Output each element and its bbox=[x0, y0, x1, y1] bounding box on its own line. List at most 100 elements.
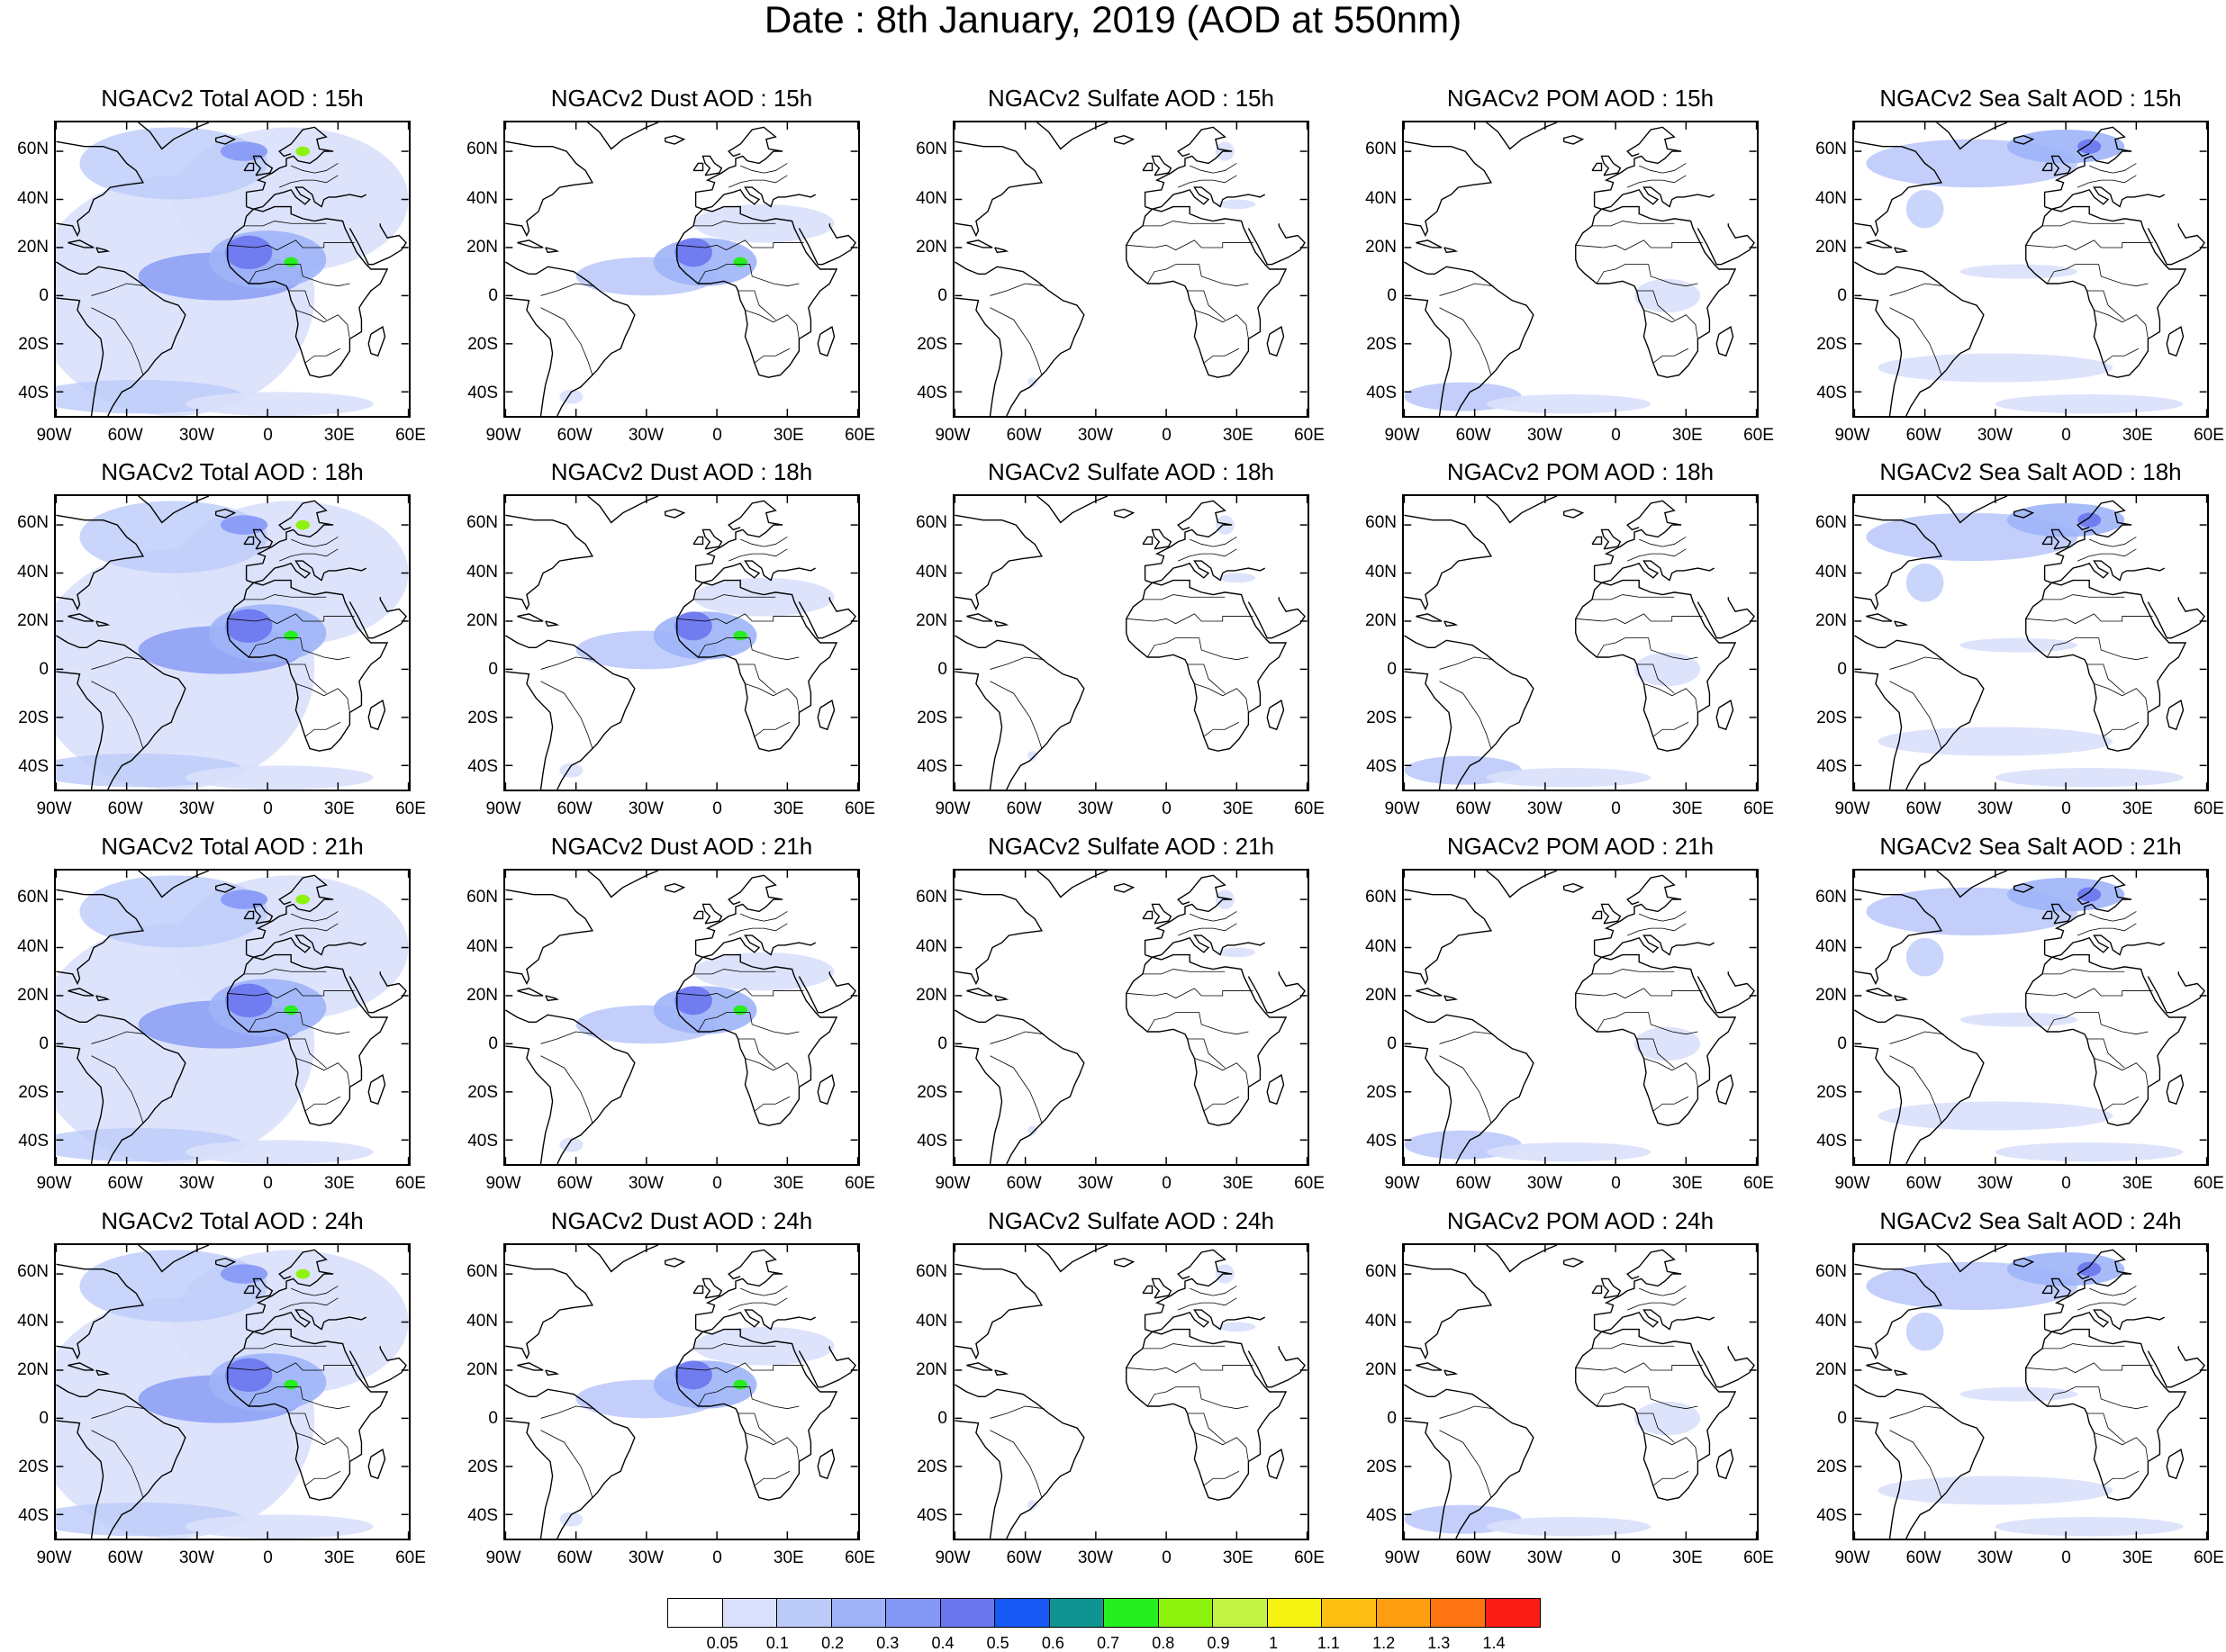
lon-label: 0 bbox=[263, 1548, 273, 1567]
coastline bbox=[505, 1420, 554, 1539]
lon-label: 90W bbox=[935, 799, 971, 818]
country-border bbox=[754, 1096, 791, 1112]
country-border bbox=[1575, 988, 1703, 999]
aod-region bbox=[1959, 264, 2078, 279]
lon-label: 0 bbox=[1611, 426, 1621, 445]
panel-title-seasalt-2: NGACv2 Sea Salt AOD : 21h bbox=[1879, 833, 2182, 860]
panel-title-total-3: NGACv2 Total AOD : 24h bbox=[101, 1207, 364, 1234]
country-border bbox=[304, 348, 341, 364]
lat-label: 60N bbox=[17, 1262, 49, 1282]
lat-label: 40S bbox=[1366, 383, 1397, 402]
country-border bbox=[540, 1405, 595, 1419]
aod-map-dust bbox=[505, 496, 858, 790]
coastline bbox=[215, 882, 237, 893]
lon-label: 90W bbox=[36, 1548, 72, 1567]
coastline bbox=[367, 326, 386, 357]
country-border bbox=[1652, 721, 1689, 737]
lon-label: 0 bbox=[712, 1174, 722, 1193]
coastline bbox=[694, 126, 783, 207]
aod-region bbox=[1027, 1125, 1037, 1135]
coastline bbox=[1563, 1257, 1585, 1268]
country-border bbox=[990, 681, 1043, 749]
country-border bbox=[91, 1405, 146, 1419]
aod-region bbox=[220, 515, 268, 535]
country-border bbox=[1143, 594, 1226, 600]
country-border bbox=[1596, 264, 1698, 287]
coastline bbox=[587, 871, 659, 898]
country-border bbox=[1126, 613, 1253, 625]
panel-title-total-1: NGACv2 Total AOD : 18h bbox=[101, 458, 364, 485]
lat-label: 40S bbox=[917, 383, 947, 402]
lat-label: 60N bbox=[916, 140, 947, 159]
lat-label: 0 bbox=[937, 659, 947, 679]
coastline bbox=[1404, 635, 1534, 790]
country-border bbox=[1639, 911, 1687, 922]
lat-label: 20S bbox=[467, 1457, 498, 1476]
lat-label: 40N bbox=[1365, 562, 1397, 582]
coastline bbox=[1247, 223, 1306, 266]
coastline bbox=[1404, 1045, 1452, 1164]
country-border bbox=[1643, 310, 1698, 339]
aod-map-seasalt bbox=[1854, 496, 2207, 790]
lat-label: 0 bbox=[39, 1408, 49, 1428]
coastline bbox=[1404, 1420, 1452, 1539]
coastline bbox=[505, 261, 636, 416]
coastline bbox=[68, 1362, 95, 1371]
aod-region bbox=[1995, 767, 2184, 788]
lat-label: 40N bbox=[17, 936, 49, 956]
aod-region bbox=[1995, 1142, 2184, 1162]
country-border bbox=[540, 656, 595, 670]
lon-label: 60W bbox=[107, 1174, 143, 1193]
country-border bbox=[295, 1432, 350, 1462]
coastline bbox=[1715, 326, 1734, 357]
lon-label: 90W bbox=[485, 1174, 521, 1193]
coastline bbox=[1151, 155, 1172, 176]
panel-title-dust-2: NGACv2 Dust AOD : 21h bbox=[550, 833, 813, 860]
lon-label: 30W bbox=[1077, 799, 1113, 818]
lat-label: 20S bbox=[1816, 1457, 1847, 1476]
coastline bbox=[1151, 1277, 1172, 1299]
lat-label: 20N bbox=[916, 985, 947, 1005]
map-panel-sulfate-2 bbox=[953, 869, 1309, 1166]
aod-region bbox=[1959, 1012, 2078, 1027]
country-border bbox=[2103, 1470, 2140, 1486]
coastline bbox=[1144, 874, 1233, 955]
country-border bbox=[1639, 1286, 1687, 1296]
map-panel-dust-2 bbox=[503, 869, 860, 1166]
coastline bbox=[138, 871, 210, 898]
country-border bbox=[990, 1405, 1045, 1419]
coastline bbox=[692, 1285, 704, 1295]
coastline bbox=[1866, 613, 1893, 622]
lat-label: 20N bbox=[17, 985, 49, 1005]
coastline bbox=[1404, 671, 1452, 790]
country-border bbox=[91, 1031, 146, 1044]
country-border bbox=[2077, 175, 2137, 188]
aod-region bbox=[79, 1250, 268, 1323]
coastline bbox=[817, 1074, 836, 1106]
country-border bbox=[227, 988, 355, 999]
country-border bbox=[1592, 1343, 1675, 1350]
lon-label: 30W bbox=[1077, 1548, 1113, 1567]
country-border bbox=[1439, 1055, 1492, 1124]
coastline bbox=[2044, 560, 2165, 583]
lon-label: 0 bbox=[1611, 1548, 1621, 1567]
coastline bbox=[2043, 874, 2132, 955]
aod-region bbox=[1905, 1312, 1944, 1351]
lon-label: 30E bbox=[2122, 426, 2153, 445]
lat-label: 60N bbox=[1365, 1262, 1397, 1282]
lon-label: 60W bbox=[1006, 1548, 1042, 1567]
country-border bbox=[288, 290, 327, 320]
lat-label: 0 bbox=[1837, 285, 1847, 305]
colorbar-level-label: 0.6 bbox=[1041, 1634, 1064, 1652]
country-border bbox=[1190, 163, 1237, 174]
lat-label: 40N bbox=[1365, 188, 1397, 208]
country-border bbox=[2086, 1038, 2125, 1069]
coastline bbox=[1151, 903, 1172, 925]
country-border bbox=[2077, 548, 2137, 562]
country-border bbox=[1627, 175, 1687, 188]
coastline bbox=[2041, 910, 2053, 920]
aod-region bbox=[674, 238, 712, 267]
coastline bbox=[1594, 934, 1715, 958]
coastline bbox=[252, 1277, 274, 1299]
country-border bbox=[1187, 664, 1226, 694]
